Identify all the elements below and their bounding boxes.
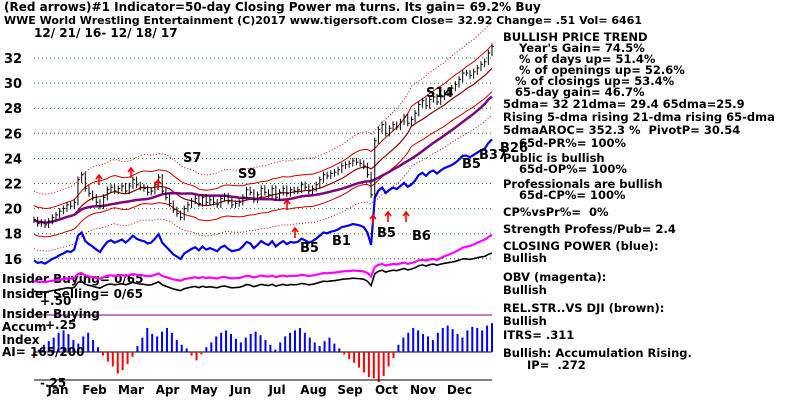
right-panel-line: 65d-PR%= 100% [503,136,626,150]
right-panel-line: Bullish [503,283,547,297]
signal-label-b1: B1 [332,234,351,249]
buy-arrow [291,226,299,238]
buy-arrow [283,198,291,210]
right-panel-line: 65d-CP%= 100% [503,188,626,202]
relstr-line [33,252,493,294]
month-label: Jan [46,383,68,397]
y-axis: 32 30 28 26 24 22 20 18 16 [4,52,22,268]
right-panel-line: Bullish [503,314,547,328]
right-panel-line: ITRS= .311 [503,328,575,342]
lower-panel-label: +.25 [45,318,76,332]
outer-upper-band-line [33,20,493,195]
y-tick-label: 20 [4,203,22,218]
month-label: Oct [375,383,398,397]
signal-label-b6: B6 [412,229,431,244]
right-panel-line: BULLISH PRICE TREND [503,30,648,44]
right-panel-line: Public is bullish [503,151,605,165]
right-panel-line: 5dmaAROC= 352.3 % PivotP= 30.54 [503,123,741,137]
price-grid [34,57,492,260]
signal-label-b5: B5 [300,241,319,256]
y-tick-label: 26 [4,127,22,142]
buy-arrow [369,213,377,225]
month-label: May [190,383,218,397]
right-panel-line: Bullish [503,251,547,265]
right-panel-line: 65d-OP%= 100% [503,162,627,176]
y-tick-label: 16 [4,253,22,268]
month-label: Apr [156,383,180,397]
right-panel-line: % of openings up= 52.6% [503,63,685,77]
month-label: Jun [229,383,252,397]
buy-arrow [384,210,392,222]
right-panel-line: 65-day gain= 46.7% [503,85,645,99]
right-panel-line: OBV (magenta): [503,270,607,284]
month-label: Nov [410,383,436,397]
y-tick-label: 22 [4,178,22,193]
ma21-line [33,67,493,224]
x-axis: Jan Feb Mar Apr May Jun Jul Aug Sep Oct Nov Dec [34,379,492,397]
header-line1: (Red arrows)#1 Indicator=50-day Closing … [4,0,541,14]
upper-band-line [33,44,493,210]
y-tick-label: 28 [4,102,22,117]
lower-panel-label: AI= 165/200 [2,345,84,359]
right-panel-line: Year's Gain= 74.5% [503,41,645,55]
right-panel-line: Bullish: Accumulation Rising. [503,346,692,360]
right-panel-line: % of closings up= 53.4% [503,74,675,88]
lower-panel-label: +.50 [40,294,71,308]
obv-line [33,233,493,284]
month-label: Jul [267,383,285,397]
ma65-line [33,95,493,224]
buy-arrow [154,178,162,190]
right-panel-line: Rising 5-dma rising 21-dma rising 65-dma [503,110,775,124]
right-panel-line: IP= .272 [503,358,586,372]
right-panel-line: CLOSING POWER (blue): [503,239,659,253]
month-label: Aug [300,383,326,397]
signal-label-b5: B5 [377,226,396,241]
closing-power-line [33,138,493,265]
y-tick-label: 18 [4,228,22,243]
right-panel-line: CP%vsPr%= 0% [503,205,609,219]
right-panel-line: Strength Profess/Pub= 2.4 [503,222,676,236]
y-tick-label: 24 [4,152,22,167]
signal-label-s9: S9 [238,167,256,182]
lower-panel-label: Accum [2,320,47,334]
buy-arrow [95,173,103,185]
month-label: Feb [82,383,107,397]
y-tick-label: 32 [4,52,22,67]
signal-label-b26: B26 [500,141,528,156]
month-label: Dec [447,383,472,397]
lower-panel-label: Index [2,333,40,347]
lower-band-line [33,91,493,238]
signal-label-b37: B37 [479,148,507,163]
lower-panel-label: Insider Selling= 0/65 [2,287,143,301]
right-panel-line: REL.STR..VS DJI (brown): [503,301,665,315]
right-panel-line: Professionals are bullish [503,177,663,191]
right-panel-line: % of days up= 51.4% [503,52,656,66]
signal-label-s7: S7 [183,151,201,166]
month-label: Mar [118,383,144,397]
right-panel-line: 5dma= 32 21dma= 29.4 65dma=25.9 [503,97,745,111]
buy-arrow [402,210,410,222]
ma-bands [33,20,493,294]
price-bars [33,43,494,229]
header-dates: 12/ 21/ 16- 12/ 18/ 17 [34,26,178,40]
y-tick-label: 30 [4,77,22,92]
signal-label-s14: S14 [426,86,453,101]
signal-label-b5: B5 [462,157,481,172]
month-label: Sep [337,383,363,397]
header-line2: WWE World Wrestling Entertainment (C)201… [4,14,642,27]
buy-arrow [127,166,135,178]
lower-panel-label: Insider Buying [2,307,100,321]
